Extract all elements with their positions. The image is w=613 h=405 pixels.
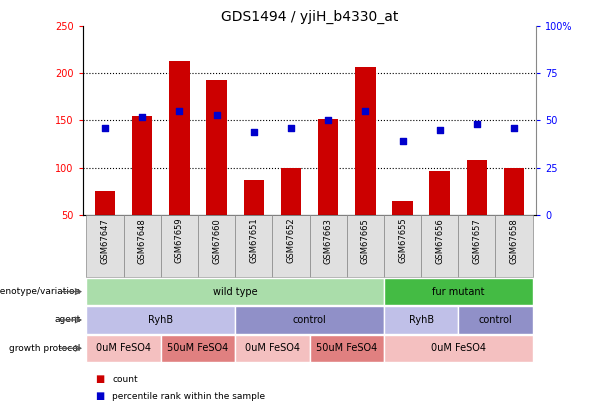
- Text: percentile rank within the sample: percentile rank within the sample: [112, 392, 265, 401]
- Text: genotype/variation: genotype/variation: [0, 287, 80, 296]
- Bar: [392, 200, 413, 215]
- Point: [249, 128, 259, 135]
- Text: 0uM FeSO4: 0uM FeSO4: [245, 343, 300, 353]
- Bar: [243, 180, 264, 215]
- Title: GDS1494 / yjiH_b4330_at: GDS1494 / yjiH_b4330_at: [221, 10, 398, 24]
- Bar: [272, 215, 310, 277]
- Text: GSM67651: GSM67651: [249, 218, 258, 263]
- Bar: [86, 215, 124, 277]
- Bar: [355, 67, 376, 215]
- Point: [323, 117, 333, 124]
- Bar: [169, 61, 189, 215]
- Text: RyhB: RyhB: [148, 315, 173, 325]
- Point: [360, 108, 370, 114]
- Point: [509, 125, 519, 131]
- Bar: [430, 171, 450, 215]
- Bar: [281, 168, 301, 215]
- Bar: [124, 215, 161, 277]
- Text: wild type: wild type: [213, 287, 257, 296]
- Text: 50uM FeSO4: 50uM FeSO4: [316, 343, 378, 353]
- Bar: [161, 215, 198, 277]
- Bar: [310, 335, 384, 362]
- Bar: [421, 215, 459, 277]
- Bar: [161, 335, 235, 362]
- Text: 0uM FeSO4: 0uM FeSO4: [96, 343, 151, 353]
- Point: [137, 113, 147, 120]
- Point: [435, 127, 444, 133]
- Bar: [310, 215, 347, 277]
- Bar: [466, 160, 487, 215]
- Text: growth protocol: growth protocol: [9, 344, 80, 353]
- Text: GSM67652: GSM67652: [286, 218, 295, 263]
- Text: control: control: [292, 315, 327, 325]
- Text: ■: ■: [95, 375, 104, 384]
- Bar: [495, 215, 533, 277]
- Bar: [459, 306, 533, 334]
- Text: fur mutant: fur mutant: [432, 287, 484, 296]
- Text: GSM67658: GSM67658: [509, 218, 519, 264]
- Bar: [384, 215, 421, 277]
- Bar: [235, 215, 272, 277]
- Point: [472, 121, 482, 128]
- Bar: [384, 278, 533, 305]
- Text: ■: ■: [95, 391, 104, 401]
- Bar: [207, 80, 227, 215]
- Bar: [86, 278, 384, 305]
- Text: GSM67660: GSM67660: [212, 218, 221, 264]
- Bar: [459, 215, 495, 277]
- Bar: [235, 306, 384, 334]
- Text: GSM67656: GSM67656: [435, 218, 444, 264]
- Bar: [504, 168, 524, 215]
- Text: RyhB: RyhB: [408, 315, 433, 325]
- Bar: [95, 191, 115, 215]
- Text: control: control: [479, 315, 512, 325]
- Point: [175, 108, 185, 114]
- Bar: [86, 335, 161, 362]
- Text: count: count: [112, 375, 138, 384]
- Point: [211, 112, 221, 118]
- Text: GSM67663: GSM67663: [324, 218, 333, 264]
- Bar: [318, 119, 338, 215]
- Text: GSM67655: GSM67655: [398, 218, 407, 263]
- Text: 0uM FeSO4: 0uM FeSO4: [431, 343, 485, 353]
- Bar: [86, 306, 235, 334]
- Text: GSM67657: GSM67657: [473, 218, 481, 264]
- Text: GSM67659: GSM67659: [175, 218, 184, 263]
- Point: [100, 125, 110, 131]
- Bar: [132, 116, 153, 215]
- Bar: [384, 306, 459, 334]
- Text: GSM67647: GSM67647: [101, 218, 110, 264]
- Text: agent: agent: [54, 315, 80, 324]
- Text: GSM67648: GSM67648: [138, 218, 147, 264]
- Bar: [384, 335, 533, 362]
- Text: GSM67665: GSM67665: [361, 218, 370, 264]
- Bar: [198, 215, 235, 277]
- Bar: [235, 335, 310, 362]
- Text: 50uM FeSO4: 50uM FeSO4: [167, 343, 229, 353]
- Point: [398, 138, 408, 145]
- Bar: [347, 215, 384, 277]
- Point: [286, 125, 296, 131]
